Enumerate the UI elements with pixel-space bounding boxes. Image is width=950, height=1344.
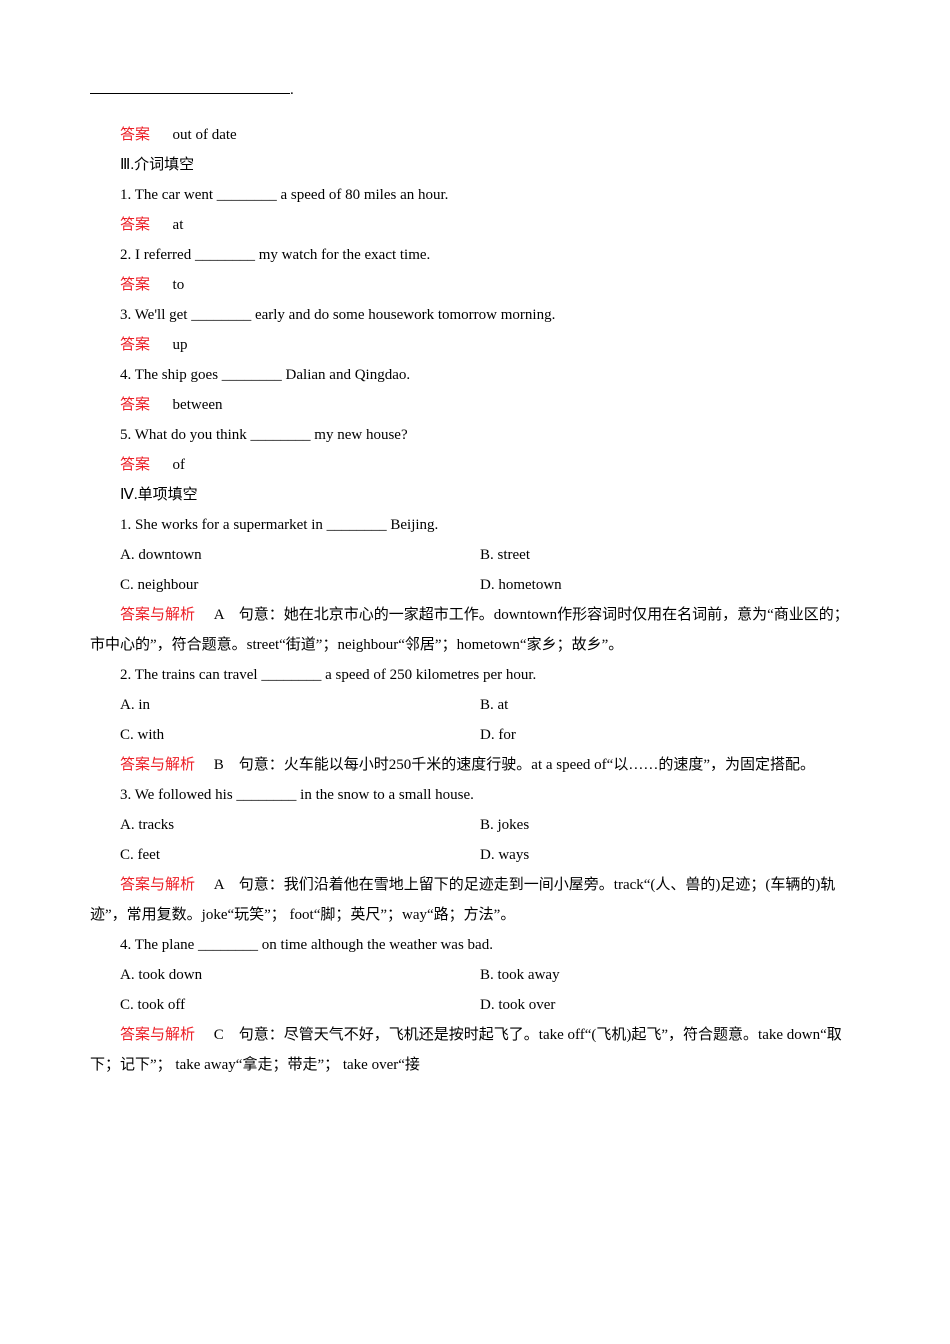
option-b: B. at xyxy=(480,690,860,720)
answer-label: 答案与解析 xyxy=(120,1027,195,1043)
answer-label: 答案 xyxy=(120,217,150,233)
q4-4-answer: 答案与解析 C 句意：尽管天气不好，飞机还是按时起飞了。take off“(飞机… xyxy=(90,1020,860,1080)
answer-label: 答案 xyxy=(120,277,150,293)
option-a: A. in xyxy=(120,690,480,720)
option-c: C. feet xyxy=(120,840,480,870)
answer-text: at xyxy=(173,217,184,233)
q4-2-answer: 答案与解析 B 句意：火车能以每小时250千米的速度行驶。at a speed … xyxy=(90,750,860,780)
answer-label: 答案 xyxy=(120,457,150,473)
answer-label: 答案与解析 xyxy=(120,607,195,623)
answer-text: between xyxy=(173,397,223,413)
q4-1-options-row2: C. neighbour D. hometown xyxy=(120,570,860,600)
option-c: C. with xyxy=(120,720,480,750)
q4-3-options-row2: C. feet D. ways xyxy=(120,840,860,870)
option-b: B. street xyxy=(480,540,860,570)
option-b: B. took away xyxy=(480,960,860,990)
option-d: D. took over xyxy=(480,990,860,1020)
answer-blank xyxy=(90,78,290,94)
q3-4-stem: 4. The ship goes ________ Dalian and Qin… xyxy=(90,360,860,390)
q4-1-answer: 答案与解析 A 句意：她在北京市心的一家超市工作。downtown作形容词时仅用… xyxy=(90,600,860,660)
option-c: C. took off xyxy=(120,990,480,1020)
answer-label: 答案与解析 xyxy=(120,877,195,893)
q4-1-options-row1: A. downtown B. street xyxy=(120,540,860,570)
option-a: A. tracks xyxy=(120,810,480,840)
q3-2-answer: 答案 to xyxy=(90,270,860,300)
q3-4-answer: 答案 between xyxy=(90,390,860,420)
period: . xyxy=(290,82,294,98)
q3-1-answer: 答案 at xyxy=(90,210,860,240)
q4-2-options-row1: A. in B. at xyxy=(120,690,860,720)
blank-line-row: . xyxy=(90,75,860,105)
answer-label: 答案 xyxy=(120,397,150,413)
option-a: A. took down xyxy=(120,960,480,990)
q4-4-options-row1: A. took down B. took away xyxy=(120,960,860,990)
q3-5-stem: 5. What do you think ________ my new hou… xyxy=(90,420,860,450)
answer-text: B 句意：火车能以每小时250千米的速度行驶。at a speed of“以……… xyxy=(214,757,815,773)
option-d: D. for xyxy=(480,720,860,750)
answer-text: out of date xyxy=(173,127,237,143)
q4-3-options-row1: A. tracks B. jokes xyxy=(120,810,860,840)
q3-5-answer: 答案 of xyxy=(90,450,860,480)
q4-2-options-row2: C. with D. for xyxy=(120,720,860,750)
option-d: D. ways xyxy=(480,840,860,870)
q4-3-stem: 3. We followed his ________ in the snow … xyxy=(90,780,860,810)
answer-text: up xyxy=(173,337,188,353)
answer-text: of xyxy=(173,457,186,473)
q4-4-stem: 4. The plane ________ on time although t… xyxy=(90,930,860,960)
q4-4-options-row2: C. took off D. took over xyxy=(120,990,860,1020)
q4-3-answer: 答案与解析 A 句意：我们沿着他在雪地上留下的足迹走到一间小屋旁。track“(… xyxy=(90,870,860,930)
section-3-title: Ⅲ.介词填空 xyxy=(90,150,860,180)
answer-row: 答案 out of date xyxy=(90,120,860,150)
section-4-title: Ⅳ.单项填空 xyxy=(90,480,860,510)
option-c: C. neighbour xyxy=(120,570,480,600)
option-a: A. downtown xyxy=(120,540,480,570)
answer-text: to xyxy=(173,277,185,293)
q4-1-stem: 1. She works for a supermarket in ______… xyxy=(90,510,860,540)
answer-label: 答案 xyxy=(120,337,150,353)
answer-label: 答案 xyxy=(120,127,150,143)
option-b: B. jokes xyxy=(480,810,860,840)
answer-label: 答案与解析 xyxy=(120,757,195,773)
q3-3-stem: 3. We'll get ________ early and do some … xyxy=(90,300,860,330)
option-d: D. hometown xyxy=(480,570,860,600)
q4-2-stem: 2. The trains can travel ________ a spee… xyxy=(90,660,860,690)
worksheet-page: . 答案 out of date Ⅲ.介词填空 1. The car went … xyxy=(0,0,950,1140)
q3-2-stem: 2. I referred ________ my watch for the … xyxy=(90,240,860,270)
q3-1-stem: 1. The car went ________ a speed of 80 m… xyxy=(90,180,860,210)
q3-3-answer: 答案 up xyxy=(90,330,860,360)
